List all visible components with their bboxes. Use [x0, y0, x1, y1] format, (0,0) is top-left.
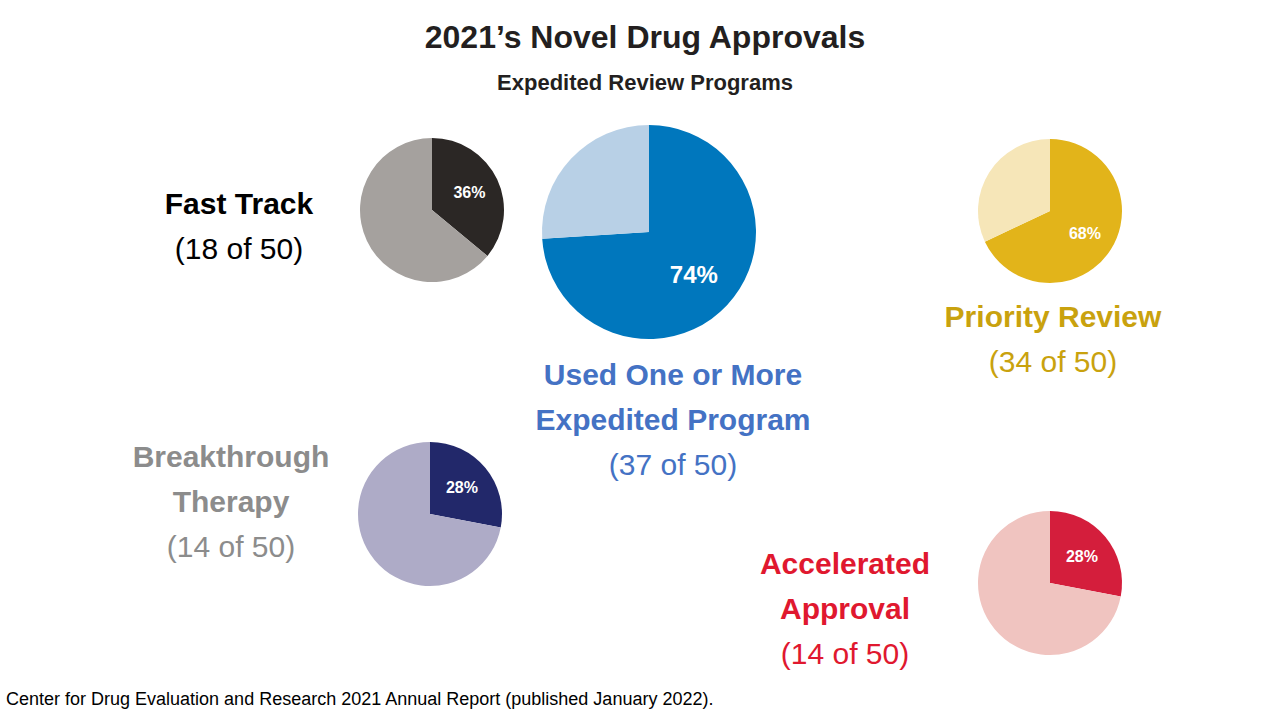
pie-title-line: Expedited Program: [535, 403, 810, 436]
pie-subtitle: (34 of 50): [989, 345, 1117, 378]
pie-slice: [978, 139, 1050, 242]
pie: 28%: [978, 511, 1122, 655]
pie-slice: [542, 125, 756, 339]
pie-title-line: Approval: [780, 592, 910, 625]
pie-slice: [542, 125, 649, 239]
canvas: 2021’s Novel Drug Approvals Expedited Rev…: [0, 0, 1280, 720]
pie: 74%: [542, 125, 756, 339]
pie-slice: [360, 138, 487, 282]
pie-title-line: Breakthrough: [133, 440, 330, 473]
data-label: 74%: [670, 261, 718, 288]
data-label: 28%: [1066, 548, 1098, 565]
pie-subtitle: (18 of 50): [175, 232, 303, 265]
pie-title: Breakthrough Therapy: [133, 440, 330, 518]
data-label: 36%: [453, 184, 485, 201]
data-label: 28%: [446, 479, 478, 496]
data-label: 68%: [1069, 225, 1101, 242]
pie-slice: [430, 442, 502, 527]
pie-title-line: Used One or More: [544, 358, 802, 391]
pie: 28%: [358, 442, 502, 586]
pie-subtitle: (14 of 50): [167, 530, 295, 563]
pie-slice: [978, 511, 1121, 655]
pie-subtitle: (14 of 50): [781, 637, 909, 670]
pie-title-line: Accelerated: [760, 547, 930, 580]
page-title: 2021’s Novel Drug Approvals: [425, 19, 865, 55]
source-note: Center for Drug Evaluation and Research …: [6, 689, 713, 709]
pie-title: Fast Track: [165, 187, 314, 220]
pie-title-line: Priority Review: [945, 300, 1162, 333]
pie-title-line: Fast Track: [165, 187, 314, 220]
pie-slice: [358, 442, 501, 586]
pie: 36%: [360, 138, 504, 282]
pie-title-line: Therapy: [173, 485, 290, 518]
pie-subtitle: (37 of 50): [609, 448, 737, 481]
pie-title: Priority Review: [945, 300, 1162, 333]
page-subtitle: Expedited Review Programs: [497, 70, 793, 95]
pie-title: Used One or More Expedited Program: [535, 358, 810, 436]
pie-title: Accelerated Approval: [760, 547, 930, 625]
pie: 68%: [978, 139, 1122, 283]
pie-slice: [1050, 511, 1122, 596]
